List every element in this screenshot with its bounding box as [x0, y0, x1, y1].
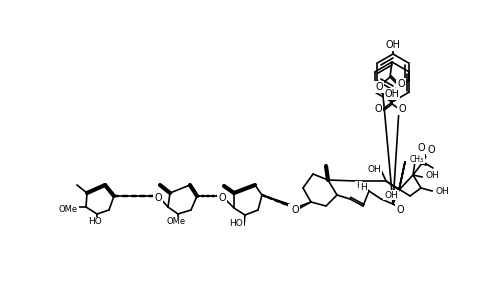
Text: O: O — [397, 104, 405, 114]
Text: O: O — [290, 205, 298, 215]
Text: CH₃: CH₃ — [409, 154, 423, 163]
Text: O: O — [416, 143, 424, 153]
Text: OH: OH — [384, 89, 399, 99]
Text: O: O — [374, 82, 382, 92]
Text: OH: OH — [366, 166, 380, 175]
Text: OH: OH — [384, 40, 400, 50]
Text: OMe: OMe — [166, 217, 185, 226]
Text: OH: OH — [435, 187, 449, 195]
Text: OH: OH — [365, 166, 379, 175]
Text: O: O — [218, 193, 225, 203]
Text: O: O — [396, 205, 403, 215]
Text: H: H — [359, 183, 366, 192]
Text: O: O — [154, 193, 161, 203]
Text: HO: HO — [229, 219, 242, 227]
Text: OH: OH — [425, 171, 439, 180]
Text: O: O — [289, 205, 296, 215]
Text: O: O — [396, 79, 404, 89]
Text: O: O — [373, 104, 381, 114]
Text: O: O — [426, 145, 434, 155]
Text: HO: HO — [88, 217, 102, 226]
Text: OH: OH — [384, 190, 397, 200]
Text: OMe: OMe — [59, 205, 78, 214]
Text: H: H — [355, 181, 361, 190]
